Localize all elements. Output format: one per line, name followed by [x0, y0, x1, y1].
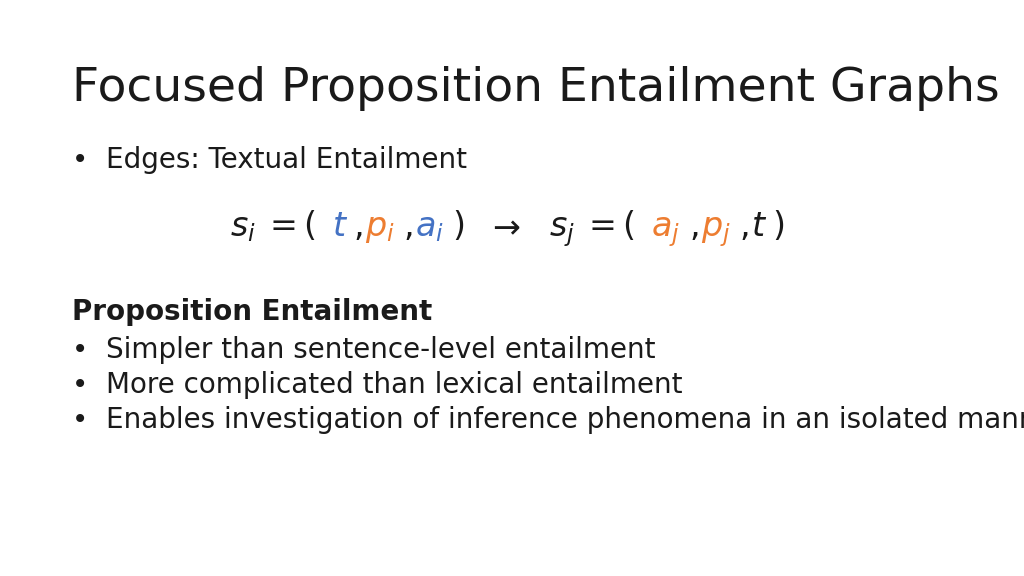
Text: $s_j$: $s_j$ [549, 215, 574, 249]
Text: $s_i$: $s_i$ [230, 212, 256, 244]
Text: Proposition Entailment: Proposition Entailment [72, 298, 432, 326]
Text: $,$: $,$ [353, 211, 362, 243]
Text: $ = ($: $ = ($ [583, 209, 636, 243]
Text: $,$: $,$ [739, 211, 749, 243]
Text: $)$: $)$ [453, 209, 465, 243]
Text: •  Edges: Textual Entailment: • Edges: Textual Entailment [72, 146, 467, 174]
Text: $t$: $t$ [752, 211, 767, 243]
Text: $\rightarrow$: $\rightarrow$ [486, 211, 521, 243]
Text: $p_j$: $p_j$ [700, 215, 730, 249]
Text: $)$: $)$ [772, 209, 784, 243]
Text: $p_i$: $p_i$ [365, 213, 394, 245]
Text: Focused Proposition Entailment Graphs: Focused Proposition Entailment Graphs [72, 66, 999, 111]
Text: •  Simpler than sentence-level entailment: • Simpler than sentence-level entailment [72, 336, 655, 364]
Text: $,$: $,$ [403, 211, 413, 243]
Text: $ = ($: $ = ($ [263, 209, 316, 243]
Text: $a_i$: $a_i$ [416, 212, 444, 244]
Text: $,$: $,$ [688, 211, 698, 243]
Text: $t$: $t$ [332, 211, 348, 243]
Text: $a_j$: $a_j$ [651, 215, 680, 249]
Text: •  More complicated than lexical entailment: • More complicated than lexical entailme… [72, 371, 683, 399]
Text: •  Enables investigation of inference phenomena in an isolated manner: • Enables investigation of inference phe… [72, 406, 1024, 434]
